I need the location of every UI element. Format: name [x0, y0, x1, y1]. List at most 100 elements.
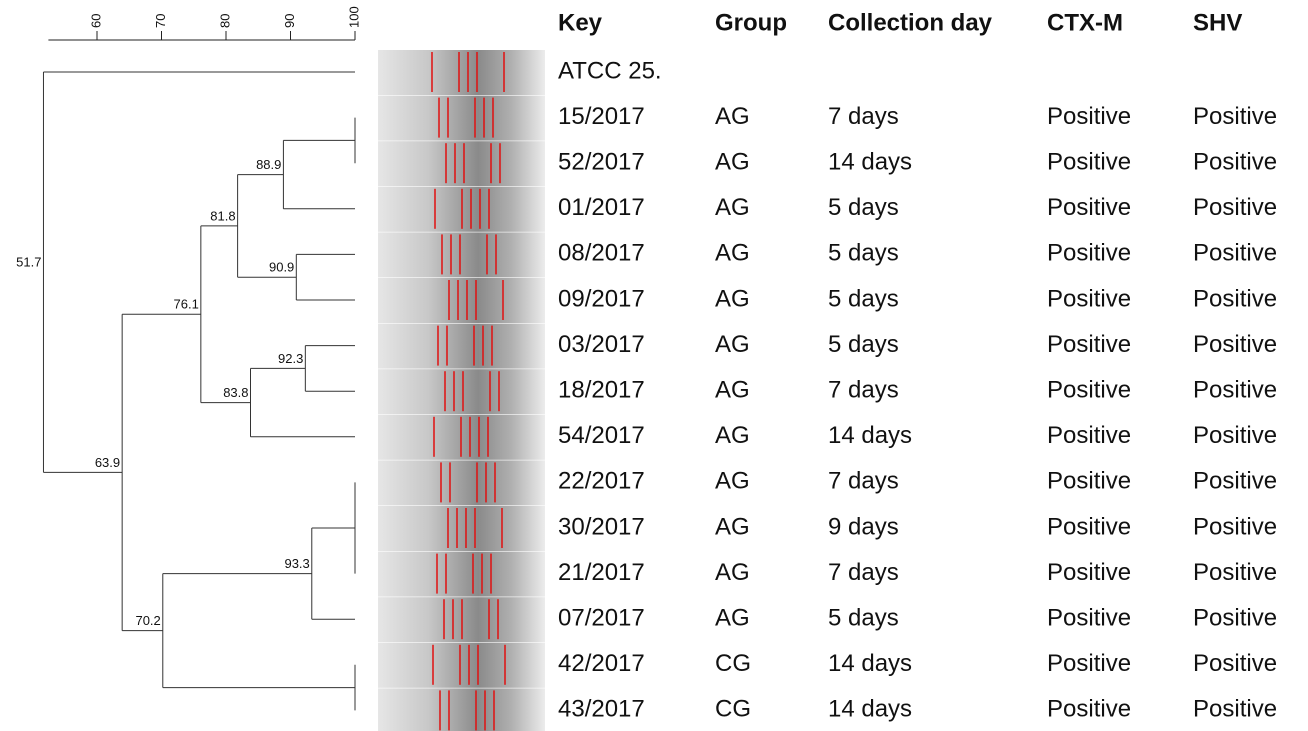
header-ctx: CTX-M	[1047, 9, 1123, 36]
cell-ctx: Positive	[1047, 103, 1131, 130]
node-label: 92.3	[278, 351, 303, 366]
cell-ctx: Positive	[1047, 240, 1131, 267]
cell-day: 5 days	[828, 194, 899, 221]
cell-day: 7 days	[828, 103, 899, 130]
axis-label: 100	[346, 6, 361, 28]
cell-key: 42/2017	[558, 650, 645, 677]
cell-key: 43/2017	[558, 696, 645, 723]
cell-shv: Positive	[1193, 240, 1277, 267]
header-key: Key	[558, 9, 603, 36]
cell-shv: Positive	[1193, 331, 1277, 358]
cell-key: 01/2017	[558, 194, 645, 221]
cell-key: ATCC 25.	[558, 57, 662, 84]
gel-lane	[378, 552, 545, 597]
cell-shv: Positive	[1193, 513, 1277, 540]
cell-group: AG	[715, 149, 750, 176]
node-label: 70.2	[135, 613, 160, 628]
cell-ctx: Positive	[1047, 285, 1131, 312]
cell-day: 5 days	[828, 331, 899, 358]
cell-ctx: Positive	[1047, 194, 1131, 221]
cell-day: 14 days	[828, 149, 912, 176]
cell-shv: Positive	[1193, 559, 1277, 586]
cell-ctx: Positive	[1047, 331, 1131, 358]
node-label: 83.8	[223, 385, 248, 400]
cell-shv: Positive	[1193, 149, 1277, 176]
cell-day: 14 days	[828, 650, 912, 677]
cell-key: 18/2017	[558, 377, 645, 404]
cell-shv: Positive	[1193, 285, 1277, 312]
cell-shv: Positive	[1193, 103, 1277, 130]
gel-lane	[378, 506, 545, 551]
figure: Key Group Collection day CTX-M SHV 60 70 8…	[0, 0, 1308, 731]
cell-shv: Positive	[1193, 605, 1277, 632]
cell-ctx: Positive	[1047, 605, 1131, 632]
node-label: 63.9	[95, 455, 120, 470]
cell-key: 07/2017	[558, 605, 645, 632]
cell-group: CG	[715, 696, 751, 723]
cell-ctx: Positive	[1047, 559, 1131, 586]
cell-group: AG	[715, 331, 750, 358]
gel-lane	[378, 324, 545, 369]
header-day: Collection day	[828, 9, 993, 36]
cell-ctx: Positive	[1047, 650, 1131, 677]
gel-lane	[378, 643, 545, 688]
node-label: 81.8	[210, 208, 235, 223]
cell-shv: Positive	[1193, 194, 1277, 221]
cell-day: 7 days	[828, 559, 899, 586]
cell-group: AG	[715, 240, 750, 267]
cell-group: AG	[715, 285, 750, 312]
cell-ctx: Positive	[1047, 696, 1131, 723]
cell-day: 9 days	[828, 513, 899, 540]
cell-key: 09/2017	[558, 285, 645, 312]
axis-label: 90	[282, 14, 297, 28]
cell-day: 7 days	[828, 468, 899, 495]
cell-shv: Positive	[1193, 422, 1277, 449]
cell-group: AG	[715, 103, 750, 130]
node-label: 88.9	[256, 157, 281, 172]
cell-key: 08/2017	[558, 240, 645, 267]
gel-lane	[378, 141, 545, 186]
cell-day: 7 days	[828, 377, 899, 404]
cell-group: AG	[715, 377, 750, 404]
cell-ctx: Positive	[1047, 468, 1131, 495]
gel-lane	[378, 50, 545, 95]
cell-group: AG	[715, 194, 750, 221]
header-shv: SHV	[1193, 9, 1242, 36]
gel-lane	[378, 278, 545, 323]
cell-shv: Positive	[1193, 377, 1277, 404]
cell-group: AG	[715, 513, 750, 540]
cell-ctx: Positive	[1047, 377, 1131, 404]
cell-day: 14 days	[828, 696, 912, 723]
cell-key: 52/2017	[558, 149, 645, 176]
cell-key: 03/2017	[558, 331, 645, 358]
gel-lane	[378, 369, 545, 414]
cell-key: 30/2017	[558, 513, 645, 540]
node-label: 90.9	[269, 260, 294, 275]
cell-key: 15/2017	[558, 103, 645, 130]
axis-label: 70	[153, 14, 168, 28]
gel-lane	[378, 96, 545, 141]
node-label: 51.7	[16, 255, 41, 270]
cell-group: CG	[715, 650, 751, 677]
cell-group: AG	[715, 468, 750, 495]
cell-shv: Positive	[1193, 468, 1277, 495]
cell-group: AG	[715, 559, 750, 586]
cell-shv: Positive	[1193, 650, 1277, 677]
gel-lane	[378, 460, 545, 505]
cell-key: 54/2017	[558, 422, 645, 449]
cell-key: 21/2017	[558, 559, 645, 586]
cell-shv: Positive	[1193, 696, 1277, 723]
cell-day: 5 days	[828, 285, 899, 312]
cell-ctx: Positive	[1047, 149, 1131, 176]
cell-day: 5 days	[828, 605, 899, 632]
axis-label: 60	[88, 14, 103, 28]
gel-lane	[378, 232, 545, 277]
cell-group: AG	[715, 422, 750, 449]
cell-day: 14 days	[828, 422, 912, 449]
axis-label: 80	[217, 14, 232, 28]
node-label: 76.1	[174, 297, 199, 312]
header-group: Group	[715, 9, 787, 36]
cell-key: 22/2017	[558, 468, 645, 495]
gel-lane	[378, 688, 545, 731]
cell-group: AG	[715, 605, 750, 632]
